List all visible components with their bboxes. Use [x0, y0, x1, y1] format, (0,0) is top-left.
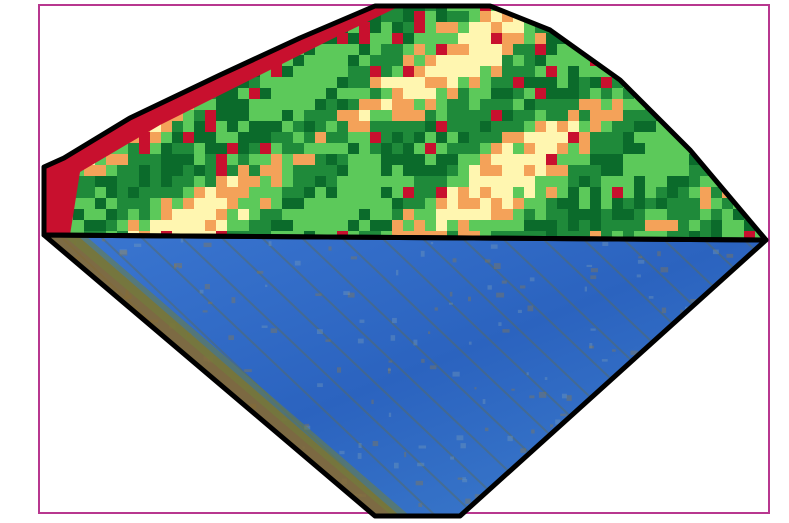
bottom-panel-outline [41, 232, 769, 519]
classified-grid-panel [44, 6, 766, 240]
aerial-image-panel [44, 235, 766, 516]
